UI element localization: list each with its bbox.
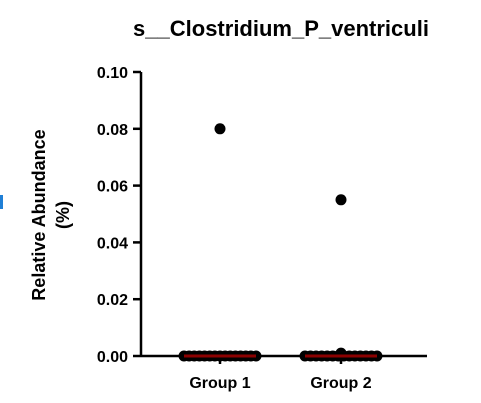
y-tick-label: 0.04 bbox=[97, 235, 128, 252]
y-tick-label: 0.08 bbox=[97, 122, 128, 139]
x-category-label: Group 1 bbox=[189, 375, 250, 392]
y-axis-label-line-2: (%) bbox=[53, 201, 73, 229]
x-category-label: Group 2 bbox=[310, 375, 371, 392]
data-points bbox=[178, 123, 383, 362]
data-point bbox=[214, 123, 226, 135]
y-tick-label: 0.00 bbox=[97, 349, 128, 366]
data-point bbox=[335, 194, 347, 206]
chart-title: s__Clostridium_P_ventriculi bbox=[133, 16, 429, 41]
y-tick-label: 0.06 bbox=[97, 179, 128, 196]
y-axis-label-line-1: Relative Abundance bbox=[29, 129, 49, 300]
y-tick-label: 0.10 bbox=[97, 65, 128, 82]
y-axis-label: Relative Abundance (%) bbox=[29, 129, 73, 300]
y-tick-label: 0.02 bbox=[97, 292, 128, 309]
y-ticks: 0.00 0.02 0.04 0.06 0.08 0.10 bbox=[97, 65, 141, 366]
blue-edge-mark bbox=[0, 195, 3, 209]
